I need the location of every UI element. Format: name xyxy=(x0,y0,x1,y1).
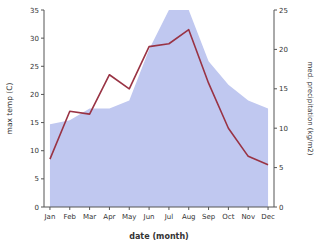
y-axis-label: max temp (C) xyxy=(5,83,14,135)
y-tick xyxy=(41,38,44,39)
y2-tick-label: 5 xyxy=(279,164,283,172)
y2-tick xyxy=(274,128,277,129)
y-tick xyxy=(41,178,44,179)
y2-tick xyxy=(274,167,277,168)
y2-tick xyxy=(274,10,277,11)
x-tick xyxy=(109,207,110,210)
y2-tick-label: 0 xyxy=(279,204,283,212)
y-tick xyxy=(41,10,44,11)
y2-axis-line xyxy=(274,10,275,207)
y2-axis-label: med. precipitation (kg/m2) xyxy=(306,62,314,156)
x-tick xyxy=(188,207,189,210)
y-tick-label: 5 xyxy=(35,175,39,183)
y-tick xyxy=(41,66,44,67)
x-tick-label: Dec xyxy=(261,213,275,221)
y2-tick-label: 15 xyxy=(279,85,288,93)
y2-tick-label: 20 xyxy=(279,46,288,54)
x-axis-line xyxy=(44,207,274,208)
y2-tick-label: 25 xyxy=(279,7,288,15)
x-axis-label: date (month) xyxy=(129,232,189,241)
plot-area xyxy=(50,10,268,207)
x-tick-label: Sep xyxy=(202,213,216,221)
x-tick xyxy=(228,207,229,210)
x-tick xyxy=(69,207,70,210)
x-tick xyxy=(248,207,249,210)
y-tick xyxy=(41,122,44,123)
x-tick-label: May xyxy=(122,213,136,221)
x-tick xyxy=(129,207,130,210)
x-tick xyxy=(208,207,209,210)
x-tick-label: Jun xyxy=(143,213,155,221)
precip-area xyxy=(50,10,268,207)
y2-tick-label: 10 xyxy=(279,125,288,133)
x-tick-label: Aug xyxy=(182,213,196,221)
x-tick xyxy=(168,207,169,210)
x-tick-label: Apr xyxy=(103,213,115,221)
y-tick xyxy=(41,207,44,208)
y-tick-label: 30 xyxy=(30,35,39,43)
x-tick-label: Nov xyxy=(241,213,255,221)
y-tick-label: 20 xyxy=(30,91,39,99)
y-tick-label: 15 xyxy=(30,119,39,127)
x-tick xyxy=(89,207,90,210)
y2-tick xyxy=(274,88,277,89)
y-axis-line xyxy=(44,10,45,207)
y-tick xyxy=(41,150,44,151)
x-tick xyxy=(49,207,50,210)
x-tick-label: Mar xyxy=(83,213,96,221)
y-tick-label: 0 xyxy=(35,204,39,212)
y-tick xyxy=(41,94,44,95)
x-tick xyxy=(149,207,150,210)
y-tick-label: 35 xyxy=(30,7,39,15)
x-tick-label: Jan xyxy=(44,213,56,221)
y-tick-label: 10 xyxy=(30,147,39,155)
y-tick-label: 25 xyxy=(30,63,39,71)
temp-line xyxy=(50,30,268,165)
x-tick-label: Oct xyxy=(222,213,234,221)
x-tick xyxy=(268,207,269,210)
x-tick-label: Jul xyxy=(164,213,174,221)
chart: Jan Feb Mar Apr May Jun Jul Aug Sep Oct Nov Dec 0 5 10… xyxy=(0,0,318,247)
y2-tick xyxy=(274,49,277,50)
x-tick-label: Feb xyxy=(64,213,77,221)
y2-tick xyxy=(274,207,277,208)
